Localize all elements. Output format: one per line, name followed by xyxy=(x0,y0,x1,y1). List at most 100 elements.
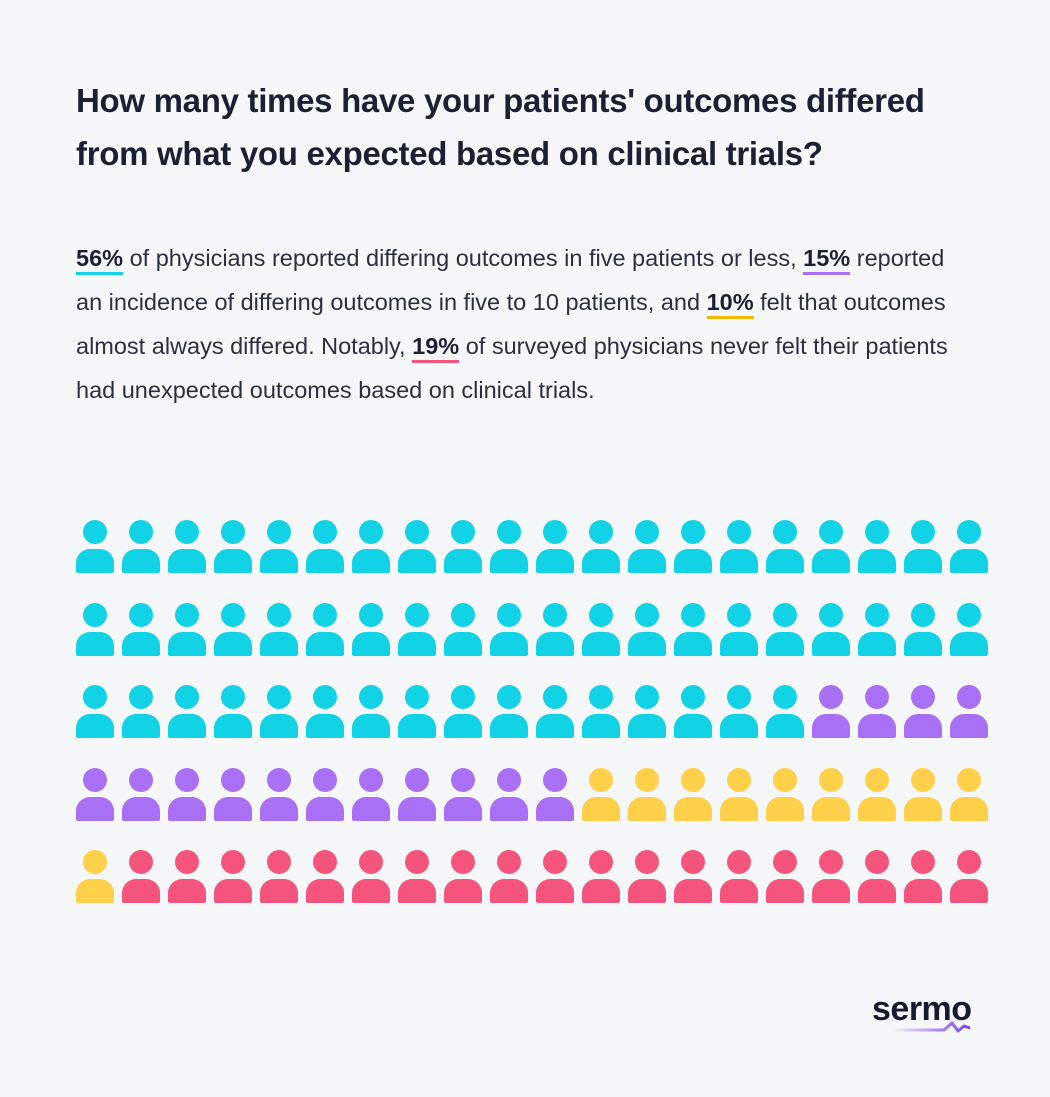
person-head xyxy=(83,520,107,544)
person-body xyxy=(306,549,344,573)
person-head xyxy=(405,767,429,792)
person-icon xyxy=(536,602,574,657)
person-head xyxy=(865,767,889,792)
person-body xyxy=(122,796,160,821)
person-body xyxy=(122,549,160,573)
person-body xyxy=(766,714,804,738)
person-body xyxy=(260,549,298,573)
person-body xyxy=(398,549,436,573)
person-icon xyxy=(306,767,344,822)
person-head xyxy=(175,767,199,792)
person-head xyxy=(773,602,797,627)
stat-10: 10% xyxy=(706,289,754,319)
person-icon xyxy=(950,850,988,904)
person-body xyxy=(306,714,344,738)
person-body xyxy=(444,879,482,903)
person-body xyxy=(168,549,206,573)
person-icon xyxy=(76,850,114,904)
person-icon xyxy=(582,602,620,657)
person-body xyxy=(214,796,252,821)
person-head xyxy=(957,850,981,874)
stat-19: 19% xyxy=(412,333,460,363)
person-body xyxy=(628,796,666,821)
person-body xyxy=(950,549,988,573)
person-body xyxy=(812,631,850,656)
person-body xyxy=(582,796,620,821)
person-icon xyxy=(582,767,620,822)
person-head xyxy=(221,850,245,874)
person-body xyxy=(766,631,804,656)
person-icon xyxy=(628,520,666,574)
person-head xyxy=(635,602,659,627)
person-body xyxy=(812,549,850,573)
person-body xyxy=(444,631,482,656)
person-icon xyxy=(398,520,436,574)
person-head xyxy=(313,685,337,709)
person-icon xyxy=(352,520,390,574)
person-body xyxy=(950,714,988,738)
person-head xyxy=(727,767,751,792)
person-head xyxy=(911,602,935,627)
person-head xyxy=(175,602,199,627)
person-head xyxy=(267,685,291,709)
person-head xyxy=(175,520,199,544)
person-icon xyxy=(536,850,574,904)
person-icon xyxy=(674,767,712,822)
summary-text: reported an incidence of differing outco… xyxy=(76,245,945,315)
person-body xyxy=(398,631,436,656)
person-body xyxy=(766,879,804,903)
person-body xyxy=(260,796,298,821)
person-head xyxy=(635,520,659,544)
person-head xyxy=(175,850,199,874)
person-head xyxy=(497,767,521,792)
person-icon xyxy=(168,602,206,657)
person-icon xyxy=(720,767,758,822)
person-body xyxy=(352,631,390,656)
person-body xyxy=(306,879,344,903)
person-body xyxy=(306,631,344,656)
person-body xyxy=(674,549,712,573)
person-body xyxy=(720,796,758,821)
person-icon xyxy=(214,520,252,574)
person-head xyxy=(911,850,935,874)
person-body xyxy=(628,631,666,656)
person-head xyxy=(819,850,843,874)
person-body xyxy=(904,549,942,573)
person-head xyxy=(83,602,107,627)
person-icon xyxy=(398,602,436,657)
person-icon xyxy=(444,602,482,657)
person-body xyxy=(858,879,896,903)
person-head xyxy=(267,767,291,792)
person-body xyxy=(260,714,298,738)
person-head xyxy=(727,685,751,709)
person-body xyxy=(76,879,114,903)
person-head xyxy=(359,520,383,544)
person-body xyxy=(628,549,666,573)
person-head xyxy=(405,602,429,627)
person-body xyxy=(674,631,712,656)
person-body xyxy=(674,879,712,903)
person-body xyxy=(950,879,988,903)
person-head xyxy=(497,685,521,709)
person-head xyxy=(957,685,981,709)
person-icon xyxy=(490,767,528,822)
person-head xyxy=(359,685,383,709)
person-body xyxy=(720,631,758,656)
person-body xyxy=(674,714,712,738)
person-head xyxy=(773,850,797,874)
person-icon xyxy=(904,520,942,574)
person-icon xyxy=(260,685,298,739)
person-body xyxy=(352,714,390,738)
person-icon xyxy=(858,767,896,822)
person-icon xyxy=(168,685,206,739)
person-head xyxy=(865,850,889,874)
person-body xyxy=(76,796,114,821)
person-body xyxy=(674,796,712,821)
person-body xyxy=(444,714,482,738)
person-icon xyxy=(904,767,942,822)
stat-15: 15% xyxy=(803,245,851,275)
person-head xyxy=(635,850,659,874)
person-body xyxy=(490,796,528,821)
person-icon xyxy=(720,850,758,904)
person-icon xyxy=(904,850,942,904)
